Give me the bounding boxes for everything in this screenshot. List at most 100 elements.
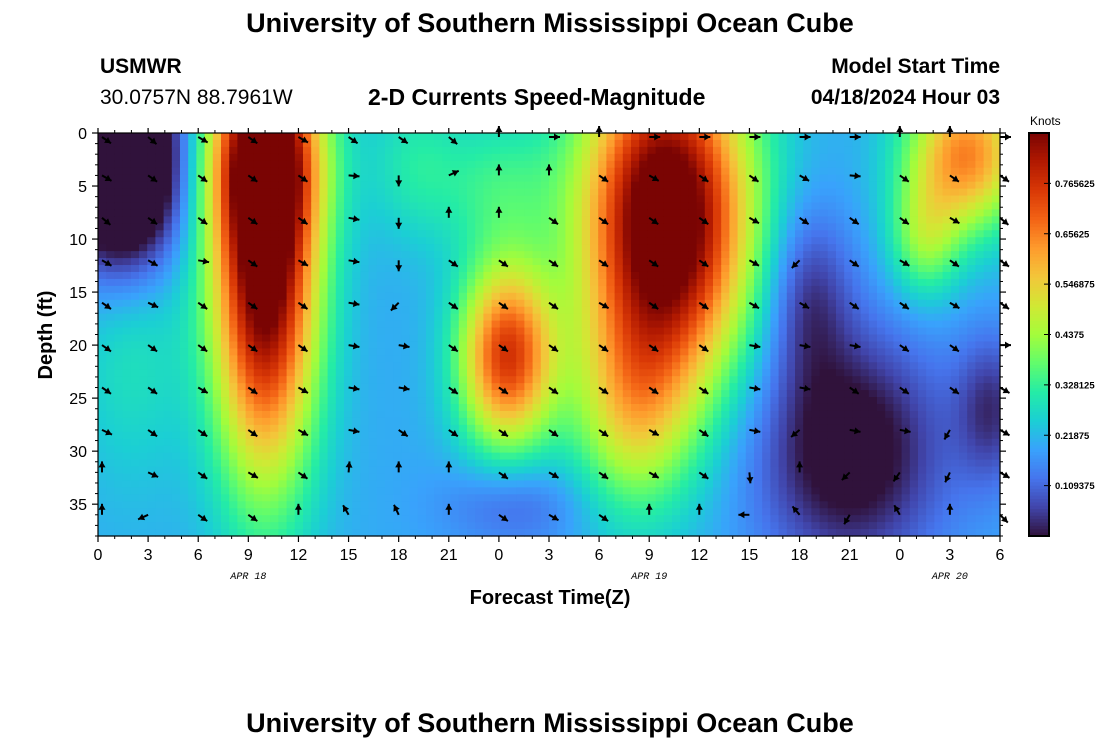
heatmap-cell [139, 390, 148, 398]
heatmap-cell [434, 160, 443, 169]
heatmap-cell [762, 237, 771, 245]
heatmap-cell [663, 181, 673, 190]
heatmap-cell [795, 146, 804, 155]
heatmap-cell [409, 397, 419, 405]
heatmap-cell [130, 292, 140, 301]
heatmap-cell [204, 133, 214, 141]
heatmap-cell [221, 299, 230, 308]
heatmap-cell [475, 390, 484, 398]
heatmap-cell [475, 209, 484, 217]
heatmap-cell [639, 299, 648, 308]
heatmap-cell [655, 466, 665, 475]
heatmap-cell [401, 403, 411, 412]
heatmap-cell [622, 487, 632, 495]
heatmap-cell [795, 313, 804, 322]
heatmap-cell [786, 195, 796, 204]
heatmap-cell [590, 362, 599, 370]
heatmap-cell [508, 466, 517, 475]
heatmap-cell [188, 181, 197, 190]
heatmap-cell [565, 146, 575, 155]
heatmap-cell [368, 376, 378, 384]
heatmap-cell [483, 397, 493, 405]
heatmap-cell [631, 174, 640, 183]
heatmap-cell [450, 216, 460, 224]
heatmap-cell [180, 181, 189, 190]
heatmap-cell [171, 369, 181, 377]
heatmap-cell [139, 417, 148, 426]
heatmap-cell [786, 153, 796, 162]
heatmap-cell [204, 167, 214, 176]
heatmap-cell [467, 244, 476, 252]
heatmap-cell [581, 306, 591, 315]
heatmap-cell [508, 285, 517, 294]
heatmap-cell [376, 403, 386, 412]
heatmap-cell [106, 431, 115, 440]
heatmap-cell [221, 230, 230, 238]
heatmap-cell [532, 285, 542, 294]
heatmap-cell [655, 529, 665, 537]
heatmap-cell [508, 181, 517, 190]
heatmap-cell [155, 133, 165, 141]
heatmap-cell [762, 480, 771, 488]
heatmap-cell [344, 522, 353, 530]
heatmap-cell [549, 390, 558, 398]
heatmap-cell [680, 167, 689, 176]
heatmap-cell [155, 341, 165, 349]
heatmap-cell [467, 417, 476, 426]
heatmap-cell [795, 188, 804, 197]
heatmap-cell [319, 515, 329, 523]
heatmap-cell [696, 285, 706, 294]
heatmap-cell [196, 174, 206, 183]
heatmap-cell [680, 139, 689, 148]
heatmap-cell [270, 341, 279, 349]
heatmap-cell [483, 181, 493, 190]
heatmap-cell [262, 265, 271, 273]
heatmap-cell [196, 160, 206, 169]
heatmap-cell [729, 299, 739, 308]
heatmap-cell [286, 445, 296, 454]
heatmap-cell [639, 445, 648, 454]
heatmap-cell [253, 202, 263, 211]
heatmap-cell [442, 195, 452, 204]
heatmap-cell [631, 181, 640, 190]
heatmap-cell [672, 292, 681, 301]
heatmap-cell [180, 133, 189, 141]
heatmap-cell [262, 216, 271, 224]
heatmap-cell [114, 362, 124, 370]
heatmap-cell [499, 341, 509, 349]
heatmap-cell [114, 146, 124, 155]
heatmap-cell [114, 244, 124, 252]
heatmap-cell [450, 341, 460, 349]
heatmap-cell [467, 139, 476, 148]
heatmap-cell [303, 501, 312, 509]
heatmap-cell [286, 369, 296, 377]
heatmap-cell [721, 153, 730, 162]
heatmap-cell [163, 355, 173, 363]
heatmap-cell [745, 376, 755, 384]
heatmap-cell [385, 160, 394, 169]
heatmap-cell [655, 487, 665, 495]
heatmap-cell [393, 445, 402, 454]
heatmap-cell [229, 292, 238, 301]
heatmap-cell [434, 397, 443, 405]
heatmap-cell [795, 285, 804, 294]
heatmap-cell [155, 306, 165, 315]
heatmap-cell [524, 237, 534, 245]
heatmap-cell [622, 438, 632, 447]
heatmap-cell [245, 223, 255, 231]
heatmap-cell [458, 390, 468, 398]
heatmap-cell [450, 271, 460, 280]
heatmap-cell [770, 258, 780, 266]
heatmap-cell [130, 258, 140, 266]
heatmap-cell [581, 327, 591, 336]
heatmap-cell [253, 403, 263, 412]
heatmap-cell [303, 487, 312, 495]
heatmap-cell [581, 160, 591, 169]
heatmap-cell [426, 473, 435, 482]
heatmap-cell [729, 327, 739, 336]
heatmap-cell [704, 265, 714, 273]
heatmap-cell [647, 167, 657, 176]
heatmap-cell [778, 424, 788, 433]
heatmap-cell [483, 216, 493, 224]
heatmap-cell [704, 334, 714, 343]
